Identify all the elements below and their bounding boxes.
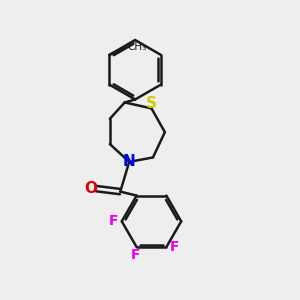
Text: F: F [170,240,179,254]
Text: CH₃: CH₃ [128,43,147,52]
Text: O: O [84,181,97,196]
Text: F: F [109,214,118,228]
Text: S: S [146,95,157,110]
Text: N: N [122,154,135,169]
Text: F: F [130,248,140,262]
